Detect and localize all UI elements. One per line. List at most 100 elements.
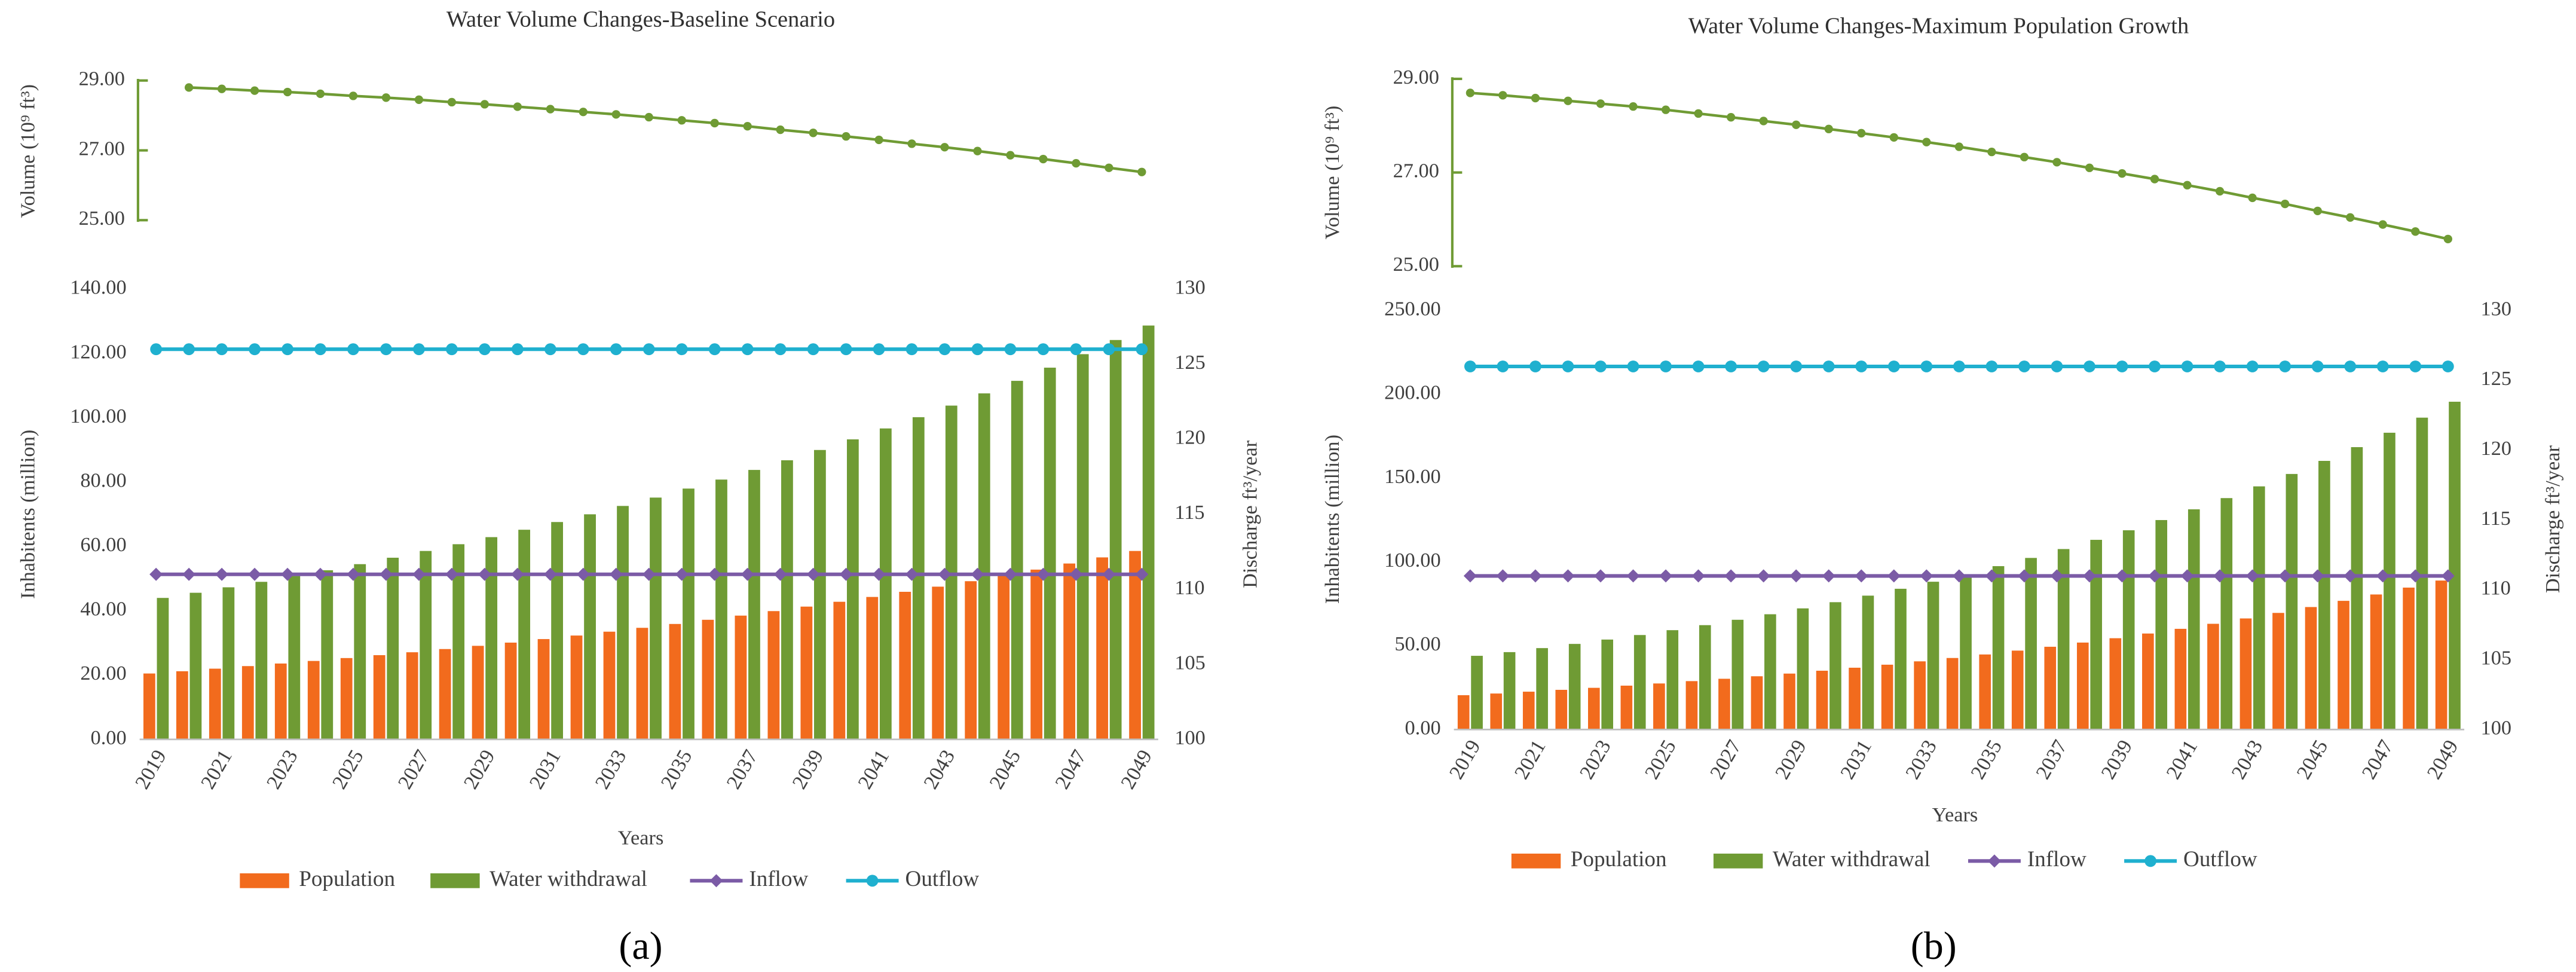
point: [2181, 360, 2193, 372]
bar: [2403, 587, 2415, 730]
bar: [1109, 340, 1122, 739]
y-tick-label: 120.00: [70, 340, 126, 363]
point: [1857, 129, 1866, 137]
bar: [781, 460, 793, 739]
point: [1759, 117, 1768, 126]
point: [1531, 93, 1540, 103]
point: [1725, 360, 1737, 372]
point: [2214, 360, 2226, 372]
point: [973, 146, 982, 155]
point: [938, 343, 951, 356]
point: [773, 567, 787, 581]
bar: [143, 673, 155, 739]
point: [1922, 137, 1931, 146]
y-tick-label: 29.00: [1393, 66, 1439, 88]
point: [1822, 569, 1835, 583]
point: [2311, 569, 2324, 583]
point: [2150, 175, 2159, 184]
bar: [1895, 588, 1907, 730]
x-axis-label: Years: [618, 826, 664, 849]
bar: [321, 570, 334, 739]
bar: [833, 601, 846, 739]
point: [971, 567, 984, 581]
point: [940, 143, 949, 152]
point: [249, 343, 261, 356]
point: [543, 567, 557, 581]
bar: [189, 592, 202, 739]
y-axis-label: Volume (10⁹ ft³): [1321, 106, 1344, 240]
bar: [2253, 486, 2265, 730]
point: [2051, 360, 2063, 372]
bar: [1503, 652, 1516, 730]
bar: [255, 582, 268, 739]
point: [1889, 133, 1898, 142]
bar: [1011, 381, 1023, 739]
point: [1070, 343, 1082, 356]
legend-swatch: [430, 873, 480, 888]
bar: [222, 587, 235, 739]
bar: [965, 581, 977, 739]
bar: [846, 439, 859, 739]
point: [316, 89, 325, 99]
point: [283, 87, 292, 97]
bar: [748, 470, 760, 739]
point: [1726, 113, 1736, 122]
point: [644, 112, 653, 122]
chart-title: Water Volume Changes-Maximum Population …: [1688, 14, 2189, 39]
legend-label: Outflow: [905, 867, 980, 891]
point: [1953, 360, 1965, 372]
bar: [1992, 566, 2005, 730]
bar: [2090, 540, 2102, 730]
y2-tick-label: 115: [1174, 501, 1204, 524]
point: [446, 343, 458, 356]
point: [907, 139, 916, 148]
point: [807, 343, 819, 356]
point: [1920, 569, 1933, 583]
point: [873, 343, 885, 356]
point: [710, 118, 719, 128]
bar: [2305, 607, 2317, 730]
point: [610, 343, 622, 356]
point: [2180, 569, 2194, 583]
bar: [1783, 673, 1795, 730]
point: [1987, 147, 1996, 157]
legend-label: Population: [299, 867, 395, 891]
y2-tick-label: 120: [1174, 426, 1206, 449]
point: [1626, 569, 1640, 583]
point: [809, 129, 818, 137]
point: [1561, 569, 1575, 583]
y-tick-label: 29.00: [79, 68, 125, 90]
panel-label: (b): [1911, 924, 1957, 968]
point: [776, 125, 785, 135]
point: [774, 343, 787, 356]
bar: [2272, 613, 2284, 730]
point: [1887, 360, 1900, 372]
point: [1596, 99, 1605, 108]
bar: [485, 537, 498, 739]
point: [1627, 360, 1639, 372]
y-tick-label: 140.00: [70, 276, 126, 299]
point: [743, 122, 752, 131]
point: [2376, 360, 2389, 372]
bar: [2318, 460, 2330, 730]
bar: [452, 544, 465, 739]
point: [2149, 360, 2161, 372]
point: [2115, 569, 2129, 583]
point: [346, 567, 360, 581]
point: [2442, 360, 2454, 372]
point: [1661, 105, 1671, 114]
bar: [945, 405, 957, 739]
y-axis-label: Volume (10⁹ ft³): [16, 84, 39, 218]
bar: [912, 417, 925, 739]
bar: [715, 479, 727, 739]
bar: [879, 428, 892, 739]
point: [874, 135, 883, 145]
point: [447, 97, 457, 107]
y-tick-label: 100.00: [70, 405, 126, 427]
bar: [570, 635, 583, 739]
point: [1659, 569, 1673, 583]
point: [1137, 167, 1146, 176]
point: [217, 84, 227, 93]
point: [2313, 206, 2322, 215]
bar: [2188, 509, 2200, 730]
